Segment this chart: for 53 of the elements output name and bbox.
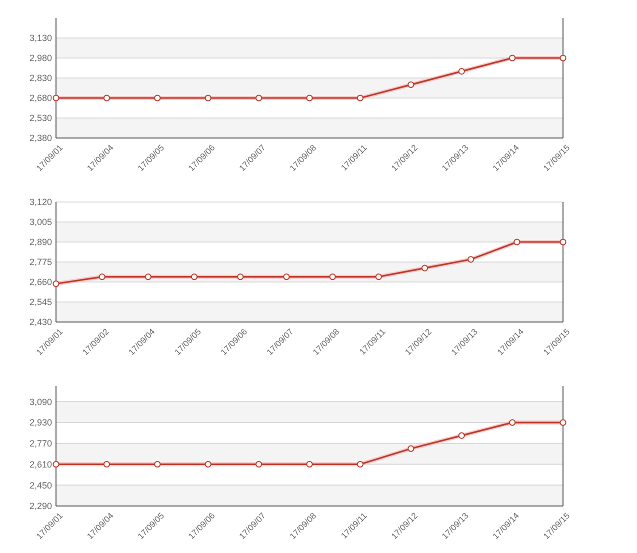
point — [408, 81, 414, 88]
point — [204, 460, 212, 468]
point — [509, 54, 516, 62]
y-tick-label: 2,830 — [29, 73, 52, 84]
point — [375, 273, 382, 280]
y-tick-label: 2,930 — [29, 418, 52, 428]
y-tick-label: 3,130 — [29, 33, 52, 44]
point — [256, 94, 262, 102]
y-tick-label: 2,890 — [29, 237, 52, 248]
y-tick-label: 2,380 — [29, 133, 52, 144]
point — [458, 432, 465, 439]
point — [256, 460, 262, 468]
point — [560, 419, 566, 426]
y-tick-label: 2,450 — [29, 480, 52, 490]
point — [356, 460, 364, 468]
point — [204, 94, 212, 102]
y-tick-label: 3,005 — [29, 217, 52, 228]
point — [98, 273, 106, 280]
point — [560, 54, 566, 62]
point — [408, 445, 414, 452]
y-tick-label: 2,290 — [29, 501, 52, 512]
point — [52, 460, 60, 468]
point — [509, 419, 516, 426]
point — [306, 94, 313, 102]
point — [458, 68, 465, 75]
point — [52, 94, 60, 102]
point — [103, 94, 110, 102]
point — [560, 238, 566, 246]
y-tick-label: 2,530 — [29, 113, 52, 124]
y-tick-label: 2,430 — [29, 317, 52, 328]
point — [306, 460, 313, 468]
y-tick-label: 2,680 — [29, 93, 52, 104]
y-tick-label: 2,610 — [29, 459, 52, 470]
point — [144, 273, 152, 280]
point — [356, 94, 364, 102]
point — [514, 238, 520, 246]
y-tick-label: 3,090 — [29, 396, 52, 407]
point — [329, 273, 336, 280]
y-tick-label: 2,980 — [29, 53, 52, 64]
point — [421, 264, 428, 272]
y-tick-label: 3,120 — [29, 197, 52, 208]
point — [103, 460, 110, 468]
y-tick-label: 2,660 — [29, 277, 52, 288]
point — [237, 273, 244, 280]
point — [52, 280, 60, 288]
point — [468, 256, 474, 263]
point — [154, 460, 161, 468]
point — [154, 94, 161, 102]
y-tick-label: 2,775 — [29, 257, 52, 268]
point — [190, 273, 198, 280]
y-tick-label: 2,545 — [29, 297, 52, 308]
point — [283, 273, 290, 280]
y-tick-label: 2,770 — [29, 438, 52, 449]
